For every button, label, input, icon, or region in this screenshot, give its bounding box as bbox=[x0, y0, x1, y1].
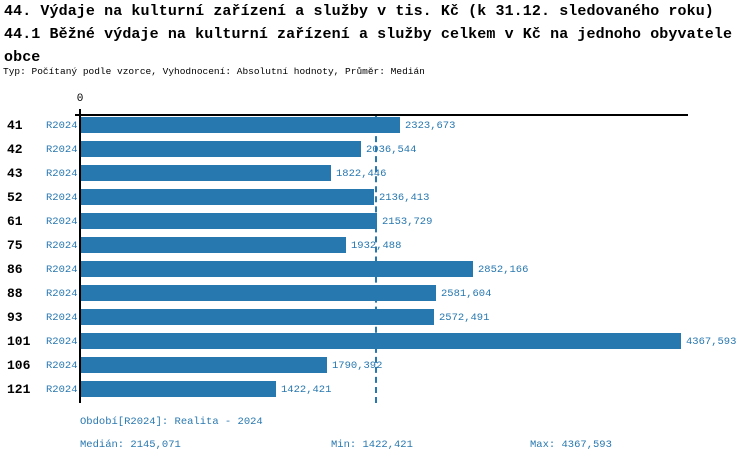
chart-subtitle: Typ: Počítaný podle vzorce, Vyhodnocení:… bbox=[3, 66, 425, 77]
bar bbox=[81, 285, 436, 301]
category-label: 42 bbox=[7, 142, 23, 157]
category-label: 106 bbox=[7, 358, 31, 373]
series-period-label: R2024 bbox=[46, 288, 78, 300]
category-label: 86 bbox=[7, 262, 23, 277]
period-label: Období[R2024]: Realita - 2024 bbox=[80, 416, 263, 428]
median-reference-line bbox=[375, 116, 377, 403]
series-period-label: R2024 bbox=[46, 144, 78, 156]
series-period-label: R2024 bbox=[46, 240, 78, 252]
bar-value-label: 2852,166 bbox=[478, 264, 529, 276]
category-label: 41 bbox=[7, 118, 23, 133]
series-period-label: R2024 bbox=[46, 312, 78, 324]
page-title-line3: obce bbox=[4, 49, 41, 66]
series-period-label: R2024 bbox=[46, 360, 78, 372]
bar-value-label: 2323,673 bbox=[405, 120, 456, 132]
category-label: 121 bbox=[7, 382, 31, 397]
bar bbox=[81, 141, 361, 157]
category-label: 75 bbox=[7, 238, 23, 253]
bar bbox=[81, 333, 681, 349]
median-stat-label: Medián: 2145,071 bbox=[80, 439, 181, 451]
category-label: 52 bbox=[7, 190, 23, 205]
x-axis-zero-tick-label: 0 bbox=[76, 93, 84, 105]
bar-value-label: 2581,604 bbox=[441, 288, 492, 300]
bar bbox=[81, 309, 434, 325]
bar bbox=[81, 189, 374, 205]
category-label: 101 bbox=[7, 334, 31, 349]
bar-value-label: 4367,593 bbox=[686, 336, 737, 348]
page-title-line1: 44. Výdaje na kulturní zařízení a služby… bbox=[4, 3, 714, 20]
bar-value-label: 2036,544 bbox=[366, 144, 417, 156]
series-period-label: R2024 bbox=[46, 384, 78, 396]
bar-value-label: 1790,392 bbox=[332, 360, 383, 372]
bar bbox=[81, 117, 400, 133]
bar bbox=[81, 261, 473, 277]
bar-value-label: 2153,729 bbox=[382, 216, 433, 228]
bar bbox=[81, 165, 331, 181]
series-period-label: R2024 bbox=[46, 168, 78, 180]
bar-value-label: 1822,446 bbox=[336, 168, 387, 180]
y-axis-line bbox=[79, 109, 81, 403]
series-period-label: R2024 bbox=[46, 120, 78, 132]
category-label: 61 bbox=[7, 214, 23, 229]
bar-value-label: 2136,413 bbox=[379, 192, 430, 204]
x-axis-line bbox=[75, 114, 688, 116]
series-period-label: R2024 bbox=[46, 264, 78, 276]
category-label: 43 bbox=[7, 166, 23, 181]
bar-value-label: 1422,421 bbox=[281, 384, 332, 396]
bar bbox=[81, 237, 346, 253]
category-label: 88 bbox=[7, 286, 23, 301]
series-period-label: R2024 bbox=[46, 336, 78, 348]
min-stat-label: Min: 1422,421 bbox=[331, 439, 413, 451]
bar-value-label: 1932,488 bbox=[351, 240, 402, 252]
series-period-label: R2024 bbox=[46, 216, 78, 228]
category-label: 93 bbox=[7, 310, 23, 325]
bar-value-label: 2572,491 bbox=[439, 312, 490, 324]
bar bbox=[81, 381, 276, 397]
page-title-line2: 44.1 Běžné výdaje na kulturní zařízení a… bbox=[4, 26, 733, 43]
bar bbox=[81, 213, 377, 229]
series-period-label: R2024 bbox=[46, 192, 78, 204]
bar bbox=[81, 357, 327, 373]
max-stat-label: Max: 4367,593 bbox=[530, 439, 612, 451]
